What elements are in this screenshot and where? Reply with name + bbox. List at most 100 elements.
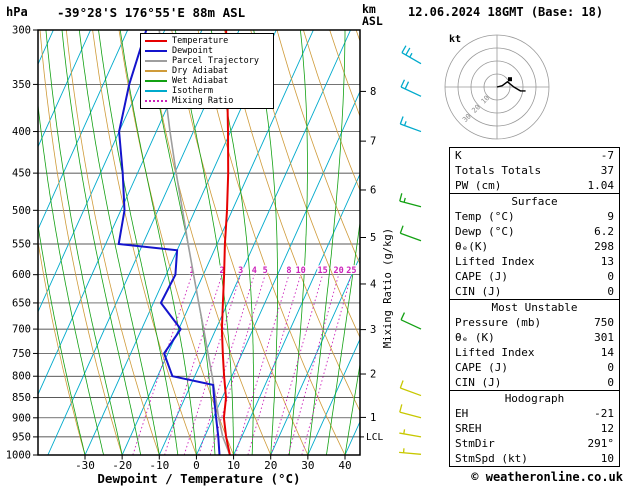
mixing-ratio-value-label: 8 — [286, 266, 291, 276]
km-tick-label: 6 — [370, 184, 376, 196]
stat-value: 12 — [600, 422, 614, 435]
hodograph-marker — [508, 77, 512, 82]
stat-row: Lifted Index 14 — [450, 345, 619, 360]
most-unstable-header: Most Unstable — [491, 301, 578, 314]
legend-item: Wet Adiabat — [145, 76, 273, 86]
stat-row: Pressure (mb) 750 — [450, 315, 619, 330]
hodograph-ring-label: 30 — [461, 112, 473, 124]
stat-value: 14 — [600, 346, 614, 359]
km-tick-label: 2 — [370, 369, 376, 381]
stat-row: CAPE (J) 0 — [450, 360, 619, 375]
legend-item: Isotherm — [145, 86, 273, 96]
km-tick-label: 1 — [370, 412, 376, 424]
hodograph-unit-label: kt — [449, 34, 461, 45]
stat-row: θₑ(K) 298 — [450, 239, 619, 254]
mixing-ratio-value-label: 4 — [252, 266, 257, 276]
temp-tick-label: 10 — [227, 459, 240, 472]
mixing-ratio-value-label: 5 — [263, 266, 268, 276]
legend-label: Mixing Ratio — [172, 96, 234, 106]
mixing-ratio-value-label: 10 — [296, 266, 306, 276]
stat-row: K -7 — [450, 148, 619, 163]
temp-tick-label: 30 — [301, 459, 314, 472]
dry-adiabats — [38, 30, 360, 455]
wet-adiabats — [38, 30, 360, 455]
stat-label: CAPE (J) — [455, 270, 508, 283]
hodograph-header: Hodograph — [504, 392, 565, 405]
stat-label: Pressure (mb) — [455, 316, 542, 329]
legend-item: Temperature — [145, 36, 273, 46]
stat-row: StmSpd (kt) 10 — [450, 451, 619, 466]
stat-value: 0 — [607, 361, 614, 374]
legend-label: Temperature — [172, 36, 229, 46]
pressure-tick-label: 850 — [12, 392, 31, 404]
stat-value: 6.2 — [594, 225, 614, 238]
pressure-tick-label: 500 — [12, 205, 31, 217]
indices-box: K -7 Totals Totals 37 PW (cm) 1.04 — [449, 147, 620, 194]
stat-row: Totals Totals 37 — [450, 163, 619, 178]
legend-swatch-temperature — [145, 40, 167, 42]
legend-item: Dewpoint — [145, 46, 273, 56]
hodograph-ring-label: 20 — [470, 103, 482, 115]
stat-row: θₑ (K) 301 — [450, 330, 619, 345]
temp-axis-label: Dewpoint / Temperature (°C) — [97, 471, 301, 486]
temp-tick-label: -20 — [112, 459, 132, 472]
stat-value: 298 — [594, 240, 614, 253]
stat-label: CAPE (J) — [455, 361, 508, 374]
mixing-ratio-value-label: 20 — [334, 266, 344, 276]
plot-border — [37, 29, 361, 456]
stat-label: CIN (J) — [455, 376, 502, 389]
mixing-ratio-value-label: 3 — [238, 266, 243, 276]
stat-value: 37 — [600, 164, 614, 177]
stat-row: EH -21 — [450, 406, 619, 421]
stat-label: Dewp (°C) — [455, 225, 515, 238]
stat-label: θₑ(K) — [455, 240, 489, 253]
stat-label: StmDir — [455, 437, 495, 450]
pressure-tick-label: 950 — [12, 431, 31, 443]
page-title: -39°28'S 176°55'E 88m ASL — [57, 5, 246, 20]
chart-legend: Temperature Dewpoint Parcel Trajectory Dry … — [140, 33, 274, 109]
stat-value: 0 — [607, 270, 614, 283]
stat-row: Lifted Index 13 — [450, 254, 619, 269]
hodograph-trace — [496, 80, 526, 92]
stat-label: StmSpd (kt) — [455, 452, 528, 465]
legend-label: Parcel Trajectory — [172, 56, 259, 66]
legend-item: Parcel Trajectory — [145, 56, 273, 66]
legend-swatch-dry-adiabat — [145, 70, 167, 72]
stat-label: θₑ (K) — [455, 331, 495, 344]
stat-value: 0 — [607, 285, 614, 298]
km-tick-label: 8 — [370, 86, 376, 98]
stat-row: SREH 12 — [450, 421, 619, 436]
stat-row: CIN (J) 0 — [450, 284, 619, 299]
legend-item: Dry Adiabat — [145, 66, 273, 76]
pressure-tick-label: 600 — [12, 269, 31, 281]
legend-swatch-mixing-ratio — [145, 100, 167, 102]
pressure-tick-label: 350 — [12, 79, 31, 91]
stat-row: StmDir 291° — [450, 436, 619, 451]
temp-tick-label: -10 — [149, 459, 169, 472]
km-tick-label: 4 — [370, 278, 376, 290]
stat-label: PW (cm) — [455, 179, 502, 192]
stat-value: 291° — [587, 437, 615, 450]
pressure-tick-label: 1000 — [6, 450, 31, 462]
stat-label: SREH — [455, 422, 482, 435]
legend-item: Mixing Ratio — [145, 96, 273, 106]
temp-tick-label: 20 — [264, 459, 277, 472]
legend-swatch-isotherm — [145, 90, 167, 92]
stat-label: Lifted Index — [455, 255, 535, 268]
mixing-ratio-value-label: 15 — [317, 266, 327, 276]
stat-value: 13 — [600, 255, 614, 268]
mixing-ratio-value-label: 1 — [189, 266, 194, 276]
hodograph-stats-box: Hodograph EH -21 SREH 12 StmDir 291° StmSpd (k… — [449, 390, 620, 467]
stat-label: Lifted Index — [455, 346, 535, 359]
km-tick-label: 5 — [370, 232, 376, 244]
stat-row: Temp (°C) 9 — [450, 209, 619, 224]
stat-value: 750 — [594, 316, 614, 329]
parcel-trajectory-curve — [158, 30, 231, 455]
stat-label: CIN (J) — [455, 285, 502, 298]
surface-header: Surface — [511, 195, 558, 208]
most-unstable-box: Most Unstable Pressure (mb) 750 θₑ (K) 301 L… — [449, 299, 620, 391]
pressure-tick-label: 650 — [12, 297, 31, 309]
